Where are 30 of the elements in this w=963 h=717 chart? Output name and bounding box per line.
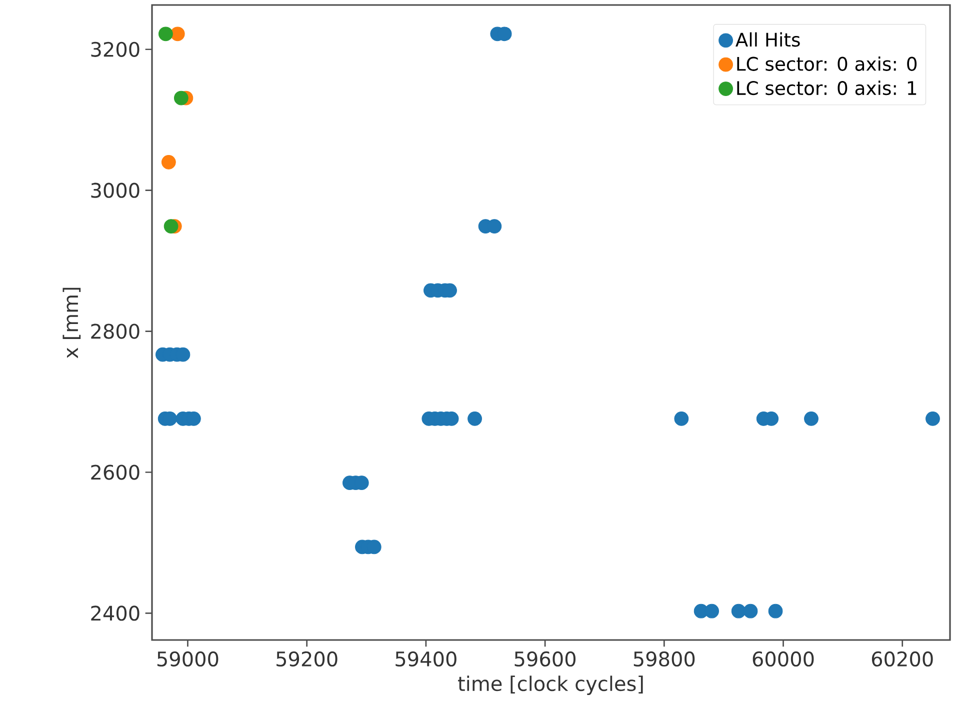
x-axis-title: time [clock cycles]: [458, 676, 643, 696]
point: [768, 604, 783, 618]
point: [158, 26, 173, 42]
point: [731, 604, 746, 618]
point: [161, 154, 176, 170]
legend-label: LC sector: 0 axis: 1: [737, 80, 916, 96]
y-tick-label: 2800: [91, 324, 140, 339]
legend-label: LC sector: 0 axis: 0: [737, 56, 917, 71]
x-tick-label: 60000: [752, 651, 814, 667]
point: [926, 411, 940, 426]
point: [468, 411, 482, 426]
y-axis-title: x [mm]: [62, 288, 81, 358]
x-tick-label: 59600: [514, 651, 576, 667]
point: [743, 604, 758, 618]
y-tick-label: 3200: [91, 42, 140, 57]
point: [804, 411, 818, 426]
point: [704, 604, 720, 618]
point: [170, 26, 185, 42]
y-tick-label: 2600: [91, 464, 140, 480]
point: [174, 90, 188, 106]
x-tick-label: 59400: [396, 651, 456, 667]
x-tick-label: 59200: [276, 651, 338, 667]
y-tick-label: 3000: [91, 182, 140, 198]
point: [164, 219, 178, 234]
x-tick-label: 59800: [634, 651, 695, 667]
x-tick-label: 60200: [872, 651, 933, 667]
y-tick-label: 2400: [91, 606, 140, 621]
legend-label: All Hits: [736, 32, 800, 47]
point: [674, 411, 689, 426]
x-tick-label: 59000: [157, 651, 218, 667]
